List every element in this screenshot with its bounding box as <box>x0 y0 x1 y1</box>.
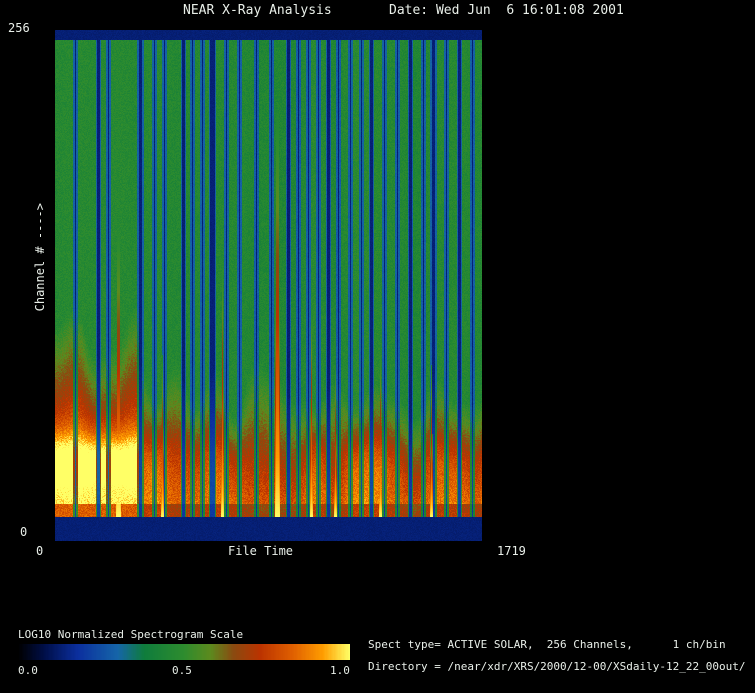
date-label: Date: Wed Jun 6 16:01:08 2001 <box>389 3 624 18</box>
colorbar-title: LOG10 Normalized Spectrogram Scale <box>18 628 244 641</box>
y-axis-min-label: 0 <box>20 525 28 539</box>
spect-type-label: Spect type= ACTIVE SOLAR, 256 Channels, … <box>368 638 726 651</box>
y-axis-max-label: 256 <box>8 21 30 35</box>
spectrogram-canvas <box>55 30 482 541</box>
directory-label: Directory = /near/xdr/XRS/2000/12-00/XSd… <box>368 660 746 673</box>
y-axis-title: Channel # ----> <box>33 203 47 312</box>
colorbar-canvas <box>18 644 350 660</box>
x-axis-max-label: 1719 <box>497 544 526 558</box>
page-title: NEAR X-Ray Analysis <box>183 3 332 18</box>
colorbar-tick-mid: 0.5 <box>172 664 192 677</box>
x-axis-title: File Time <box>228 544 294 558</box>
colorbar-tick-high: 1.0 <box>330 664 350 677</box>
x-axis-min-label: 0 <box>36 544 44 558</box>
colorbar-tick-low: 0.0 <box>18 664 38 677</box>
